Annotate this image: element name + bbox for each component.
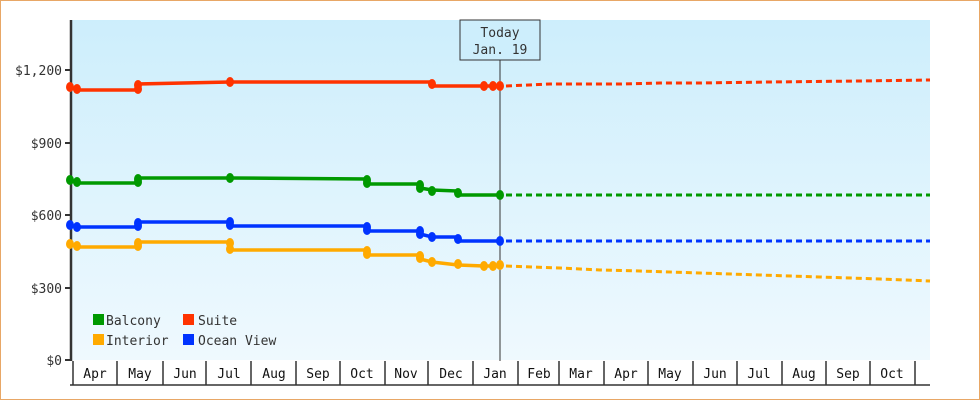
legend-label: Suite bbox=[198, 314, 237, 329]
month-label: Dec bbox=[439, 367, 462, 382]
month-label: Jun bbox=[173, 367, 196, 382]
month-label: Jan bbox=[483, 367, 506, 382]
legend: Balcony Suite Interior Ocean View bbox=[93, 314, 276, 349]
today-label: Today bbox=[480, 26, 519, 41]
legend-label: Interior bbox=[106, 334, 169, 349]
series-ocean-view bbox=[66, 217, 930, 246]
y-tick-0: $0 bbox=[46, 354, 62, 369]
x-month-labels: Apr May Jun Jul Aug Sep Oct Nov Dec Jan … bbox=[83, 367, 903, 382]
y-tick-300: $300 bbox=[31, 282, 62, 297]
legend-item-suite[interactable]: Suite bbox=[183, 314, 237, 329]
interior-swatch-icon bbox=[93, 334, 104, 345]
series-suite bbox=[66, 77, 931, 94]
month-label: Sep bbox=[306, 367, 330, 382]
month-label: Oct bbox=[880, 367, 903, 382]
month-label: Mar bbox=[569, 367, 593, 382]
series-balcony bbox=[66, 173, 930, 200]
y-tick-900: $900 bbox=[31, 137, 62, 152]
plot-area bbox=[72, 20, 930, 360]
month-label: May bbox=[658, 367, 682, 382]
y-ticks bbox=[65, 69, 71, 361]
x-axis bbox=[70, 361, 930, 386]
month-label: Jul bbox=[217, 367, 240, 382]
legend-item-balcony[interactable]: Balcony bbox=[93, 314, 161, 329]
today-box bbox=[459, 19, 541, 61]
month-label: Jun bbox=[703, 367, 726, 382]
month-label: Apr bbox=[83, 367, 107, 382]
ocean-view-swatch-icon bbox=[183, 334, 194, 345]
y-tick-600: $600 bbox=[31, 209, 62, 224]
month-label: Nov bbox=[394, 367, 418, 382]
y-tick-1200: $1,200 bbox=[15, 64, 62, 79]
month-label: May bbox=[128, 367, 152, 382]
month-label: Aug bbox=[792, 367, 815, 382]
month-label: Oct bbox=[350, 367, 373, 382]
balcony-swatch-icon bbox=[93, 314, 104, 325]
series-interior bbox=[66, 238, 931, 283]
legend-item-interior[interactable]: Interior bbox=[93, 334, 169, 349]
suite-swatch-icon bbox=[183, 314, 194, 325]
month-label: Apr bbox=[614, 367, 638, 382]
legend-item-ocean-view[interactable]: Ocean View bbox=[183, 334, 276, 349]
legend-label: Ocean View bbox=[198, 334, 276, 349]
month-label: Aug bbox=[262, 367, 285, 382]
legend-label: Balcony bbox=[106, 314, 161, 329]
month-label: Jul bbox=[747, 367, 770, 382]
today-date: Jan. 19 bbox=[473, 43, 528, 58]
month-label: Feb bbox=[527, 367, 551, 382]
month-label: Sep bbox=[836, 367, 860, 382]
